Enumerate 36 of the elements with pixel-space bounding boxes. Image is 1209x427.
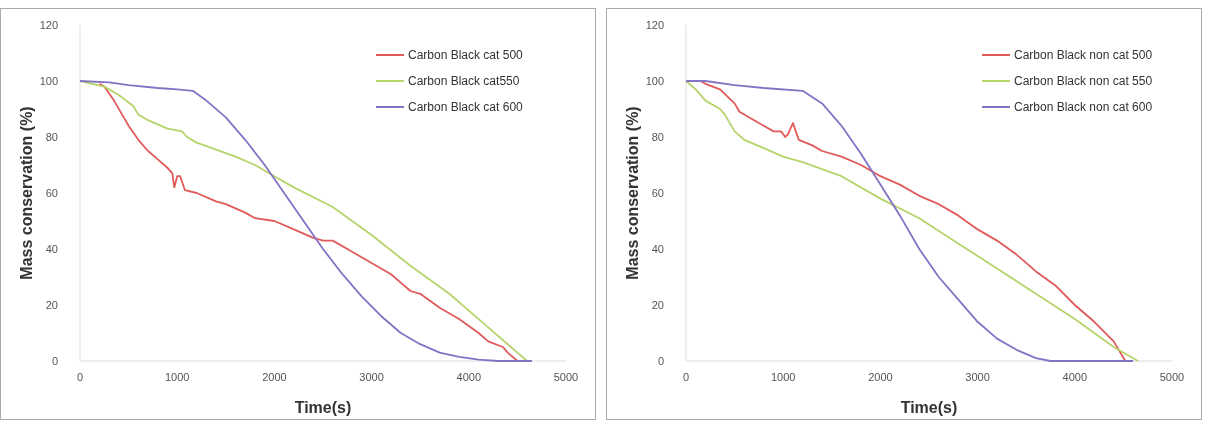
x-tick-label: 2000 — [262, 371, 287, 383]
y-axis-title: Mass conservation (%) — [624, 106, 641, 280]
y-tick-label: 40 — [651, 242, 664, 255]
x-tick-label: 5000 — [1159, 371, 1185, 383]
x-tick-label: 1000 — [770, 371, 796, 383]
legend-label: Carbon Black non cat 500 — [1014, 48, 1153, 63]
x-tick-label: 3000 — [965, 371, 990, 383]
y-tick-label: 100 — [39, 74, 58, 87]
y-tick-label: 100 — [645, 74, 664, 87]
y-tick-label: 60 — [651, 186, 664, 199]
y-axis-title: Mass conservation (%) — [18, 106, 35, 280]
x-tick-label: 4000 — [1062, 371, 1088, 383]
legend-label: Carbon Black cat 600 — [408, 100, 524, 115]
y-tick-label: 0 — [51, 354, 58, 367]
legend-label: Carbon Black non cat 600 — [1014, 100, 1153, 115]
x-tick-label: 0 — [682, 371, 690, 383]
legend-label: Carbon Black cat 500 — [408, 48, 524, 63]
x-axis-title: Time(s) — [900, 399, 958, 416]
y-tick-label: 120 — [39, 18, 58, 31]
x-tick-label: 4000 — [456, 371, 482, 383]
x-tick-label: 3000 — [359, 371, 384, 383]
x-tick-label: 1000 — [164, 371, 190, 383]
y-tick-label: 80 — [45, 130, 58, 143]
y-tick-label: 0 — [657, 354, 664, 367]
y-tick-label: 40 — [45, 242, 58, 255]
y-tick-label: 80 — [651, 130, 664, 143]
legend-label: Carbon Black non cat 550 — [1014, 74, 1153, 89]
legend-label: Carbon Black cat550 — [408, 74, 520, 89]
x-tick-label: 2000 — [868, 371, 893, 383]
y-tick-label: 60 — [45, 186, 58, 199]
x-axis-title: Time(s) — [294, 399, 352, 416]
y-tick-label: 20 — [45, 298, 58, 311]
y-tick-label: 20 — [651, 298, 664, 311]
x-tick-label: 0 — [76, 371, 84, 383]
y-tick-label: 120 — [645, 18, 664, 31]
x-tick-label: 5000 — [553, 371, 579, 383]
